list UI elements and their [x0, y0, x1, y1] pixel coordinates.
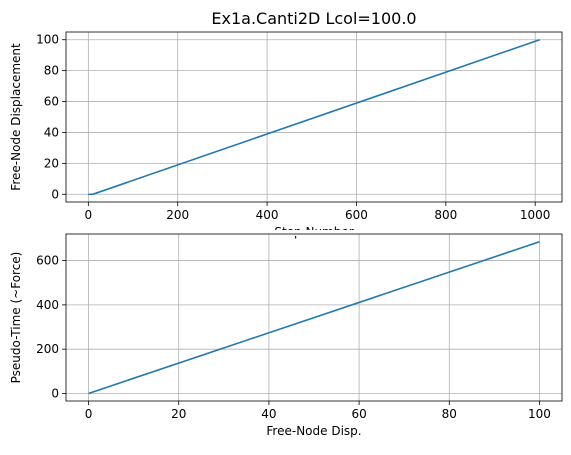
x-tick-label: 1000	[520, 208, 551, 222]
panel-overlap-mask	[0, 230, 571, 236]
x-tick-label: 600	[345, 208, 368, 222]
x-tick-label: 40	[261, 407, 276, 421]
y-tick-label: 600	[36, 254, 59, 268]
plot-frame	[65, 233, 563, 402]
y-axis-label: Pseudo-Time (~Force)	[9, 252, 23, 384]
x-tick-label: 400	[256, 208, 279, 222]
y-tick-label: 0	[51, 386, 59, 400]
x-tick-label: 0	[85, 407, 93, 421]
y-tick-label: 400	[36, 298, 59, 312]
chart-bottom: 0 20 40 60 80 100 0 200 400 600 Free-Node Disp. Pse…	[0, 230, 571, 438]
y-tick-label: 60	[44, 95, 59, 109]
y-tick-label: 200	[36, 342, 59, 356]
series-line	[88, 240, 540, 395]
series-line	[88, 38, 540, 196]
y-axis-label: Free-Node Displacement	[9, 43, 23, 191]
x-axis-label: Free-Node Disp.	[266, 424, 361, 438]
x-tick-label: 0	[85, 208, 93, 222]
x-tick-label: 20	[171, 407, 186, 421]
y-tick-label: 20	[44, 156, 59, 170]
x-tick-label: 80	[442, 407, 457, 421]
y-tick-label: 0	[51, 187, 59, 201]
x-tick-label: 100	[528, 407, 551, 421]
y-tick-label: 100	[36, 33, 59, 47]
x-tick-label: 800	[434, 208, 457, 222]
figure-title: Ex1a.Canti2D Lcol=100.0	[211, 9, 416, 28]
x-tick-label: 60	[351, 407, 366, 421]
plot-frame	[65, 31, 563, 203]
y-tick-label: 40	[44, 125, 59, 139]
chart-top: 02004006008001000020406080100Step Number…	[9, 31, 563, 239]
y-tick-label: 80	[44, 64, 59, 78]
x-tick-label: 200	[166, 208, 189, 222]
